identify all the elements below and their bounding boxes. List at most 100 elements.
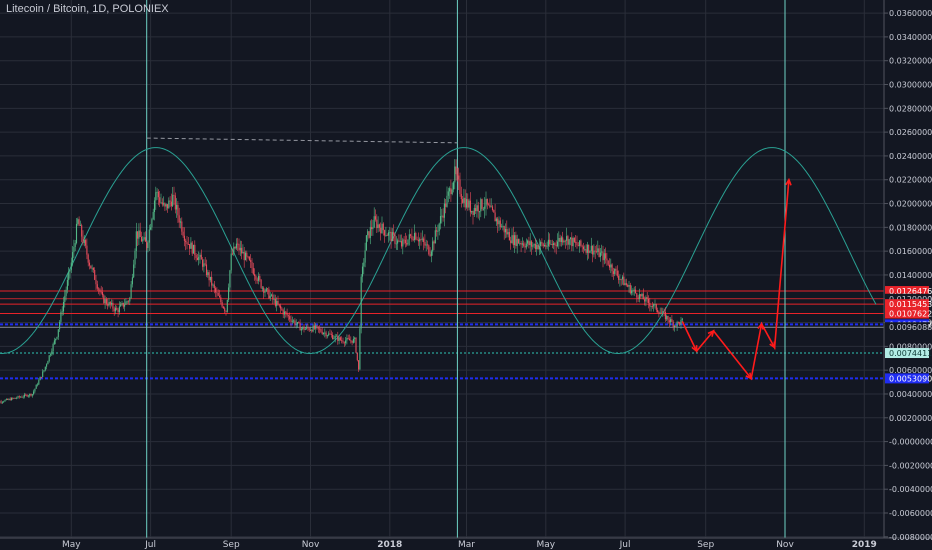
candle-body <box>221 301 223 307</box>
candle-body <box>673 325 676 328</box>
candle-body <box>542 243 544 247</box>
candle-body <box>394 234 396 244</box>
candle-body <box>582 246 585 250</box>
candle-body <box>532 245 534 247</box>
candle-body <box>517 239 520 244</box>
candle-body <box>672 321 674 328</box>
candle-body <box>406 243 408 245</box>
candle-body <box>10 397 13 401</box>
candle-body <box>311 330 313 332</box>
candle-body <box>290 319 292 322</box>
candle-body <box>272 294 274 300</box>
candle-body <box>320 329 322 332</box>
candle-body <box>55 338 57 341</box>
candle-body <box>25 394 27 396</box>
candle-body <box>585 249 587 253</box>
candle-body <box>660 312 663 314</box>
candle-body <box>263 287 265 293</box>
candle-body <box>88 262 91 266</box>
candle-body <box>347 337 349 339</box>
candle-body <box>631 290 633 294</box>
candle-body <box>153 200 156 213</box>
candle-body <box>667 315 669 321</box>
candle-body <box>663 311 665 312</box>
candle-body <box>455 166 457 175</box>
candle-body <box>273 299 275 300</box>
candle-body <box>534 243 536 250</box>
candle-body <box>346 337 348 341</box>
x-tick-label: 2018 <box>377 540 402 550</box>
candle-body <box>371 227 373 230</box>
candle-body <box>21 396 23 398</box>
candle-body <box>225 310 227 312</box>
x-tick-label: Nov <box>302 540 320 550</box>
candle-body <box>676 321 678 327</box>
candle-body <box>316 325 318 327</box>
candle-body <box>257 276 260 281</box>
candle-body <box>359 328 361 370</box>
candle-body <box>606 258 608 261</box>
candle-body <box>281 308 283 311</box>
candle-body <box>490 206 492 208</box>
candle-body <box>190 242 192 249</box>
candle-body <box>68 271 70 280</box>
candle-body <box>333 338 335 340</box>
candle-body <box>581 245 583 247</box>
candle-body <box>614 268 616 274</box>
candle-body <box>91 267 93 269</box>
candle-body <box>293 320 295 322</box>
candle-body <box>579 240 581 247</box>
candle-body <box>491 206 494 210</box>
candle-body <box>164 203 166 207</box>
candle-body <box>390 231 392 242</box>
candle-body <box>202 259 204 267</box>
candle-body <box>213 284 215 289</box>
candle-body <box>624 283 626 286</box>
level-label: 0.01154538 <box>889 300 932 309</box>
candle-body <box>296 322 299 324</box>
candle-body <box>140 236 143 242</box>
candle-body <box>637 297 639 299</box>
candle-body <box>432 241 434 252</box>
candle-body <box>351 340 353 343</box>
candle-body <box>436 230 438 232</box>
candle-body <box>170 201 172 207</box>
candle-body <box>151 219 153 228</box>
candle-body <box>209 276 211 281</box>
candle-body <box>603 253 605 261</box>
candle-body <box>247 256 249 258</box>
level-label: 0.01264762 <box>889 287 932 296</box>
candle-body <box>345 340 347 344</box>
candle-body <box>508 232 510 241</box>
candle-body <box>46 364 48 367</box>
candle-body <box>642 293 644 300</box>
candle-body <box>238 243 240 251</box>
candle-body <box>246 252 248 257</box>
candle-body <box>134 250 136 265</box>
candle-body <box>433 241 435 244</box>
candle-body <box>425 244 427 246</box>
candle-body <box>537 244 539 250</box>
candle-body <box>677 321 679 323</box>
candle-body <box>636 293 638 298</box>
candle-body <box>651 306 653 307</box>
candle-body <box>488 204 490 206</box>
candle-body <box>287 315 289 317</box>
candle-body <box>408 234 410 240</box>
candle-body <box>283 311 286 315</box>
candle-body <box>364 250 366 263</box>
candle-body <box>547 239 549 247</box>
candle-body <box>157 191 159 198</box>
candle-body <box>659 312 661 314</box>
candle-body <box>573 237 575 242</box>
candle-body <box>666 315 668 320</box>
candle-body <box>94 269 96 280</box>
candle-body <box>329 333 331 335</box>
candle-body <box>208 272 210 281</box>
candle-body <box>495 218 497 222</box>
projection-path <box>681 177 792 381</box>
candle-body <box>74 243 76 247</box>
